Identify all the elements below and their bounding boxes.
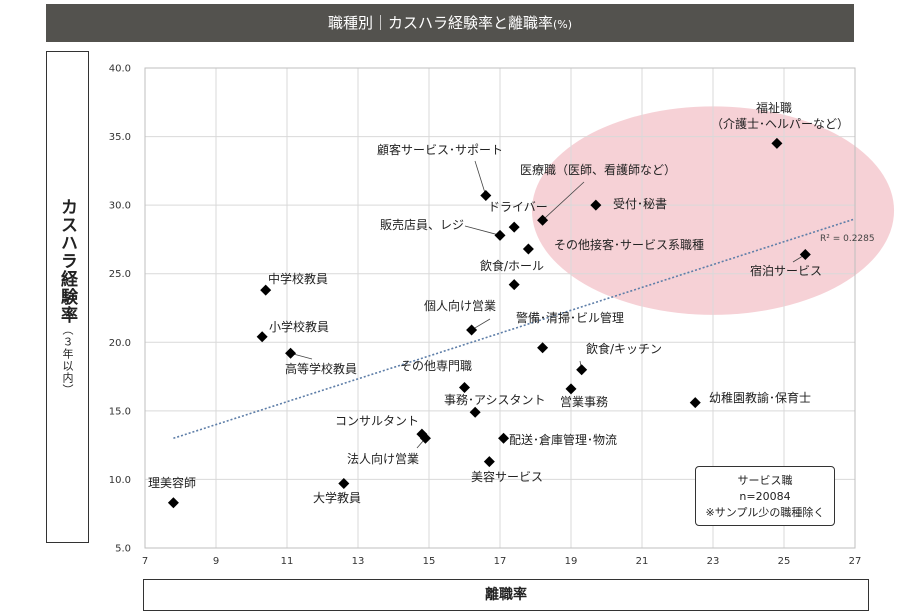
data-point-label: その他専門職 <box>400 359 472 373</box>
data-point <box>256 331 268 343</box>
data-point <box>469 406 481 418</box>
plot-area-border <box>144 67 856 549</box>
data-point-label: 宿泊サービス <box>750 263 822 278</box>
data-point-label: 受付･秘書 <box>613 197 667 211</box>
x-tick-label: 13 <box>352 556 365 567</box>
chart-title-bar: 職種別｜カスハラ経験率と離職率(%) <box>46 4 854 42</box>
data-point <box>338 478 350 490</box>
data-point <box>459 382 470 394</box>
note-line-1: サービス職 <box>737 474 793 487</box>
data-point <box>498 432 510 444</box>
data-point <box>565 383 577 395</box>
x-tick-label: 25 <box>778 556 791 567</box>
y-axis-label: カスハラ経験率（３年以内） <box>55 198 80 396</box>
data-point-label: 大学教員 <box>313 490 361 505</box>
leader-line <box>542 181 585 221</box>
data-point-label: 法人向け営業 <box>347 451 419 466</box>
y-tick-label: 40.0 <box>109 64 131 75</box>
x-tick-label: 7 <box>142 556 148 567</box>
data-point-label: コンサルタント <box>335 414 419 428</box>
data-point <box>508 221 520 233</box>
data-point-label: 医療職（医師、看護師など） <box>520 162 676 177</box>
data-point-label: 中学校教員 <box>268 271 328 286</box>
y-axis-label-box: カスハラ経験率（３年以内） <box>46 51 89 543</box>
data-point-label: 高等学校教員 <box>285 361 357 376</box>
data-point <box>466 324 478 336</box>
x-tick-label: 27 <box>849 556 862 567</box>
data-point-label: 個人向け営業 <box>424 298 496 313</box>
note-line-2: n=20084 <box>739 490 791 503</box>
data-point <box>480 190 492 202</box>
x-axis-label-box: 離職率 <box>143 579 869 611</box>
data-point-label-line2: （介護士･ヘルパーなど） <box>711 116 849 131</box>
y-tick-label: 30.0 <box>109 201 131 212</box>
data-point <box>494 229 506 241</box>
data-point-label: 幼稚園教諭･保育士 <box>709 390 811 405</box>
x-tick-label: 15 <box>423 556 436 567</box>
data-point <box>799 249 811 261</box>
y-tick-label: 35.0 <box>109 132 131 143</box>
x-tick-label: 9 <box>213 556 219 567</box>
y-axis-label-main: カスハラ経験率 <box>57 198 77 324</box>
data-point-label: 飲食/ホール <box>480 258 544 273</box>
data-point-label: その他接客･サービス系職種 <box>554 237 704 252</box>
data-point <box>590 199 602 211</box>
y-tick-label: 15.0 <box>109 406 131 417</box>
data-point-label: 小学校教員 <box>269 319 329 334</box>
data-point <box>771 137 783 149</box>
chart-title: 職種別｜カスハラ経験率と離職率 <box>327 14 553 32</box>
data-point <box>260 284 272 296</box>
chart-title-unit: (%) <box>552 18 573 31</box>
x-tick-label: 11 <box>281 556 294 567</box>
x-tick-label: 19 <box>565 556 578 567</box>
data-point <box>167 497 179 509</box>
data-point <box>576 364 588 376</box>
data-point <box>522 243 534 255</box>
sample-note-box: サービス職 n=20084 ※サンプル少の職種除く <box>695 466 835 526</box>
data-point-label: 販売店員、レジ <box>380 217 464 232</box>
data-point <box>508 279 520 291</box>
x-tick-label: 23 <box>707 556 720 567</box>
data-point-label: 営業事務 <box>560 395 608 409</box>
r-squared-label: R² = 0.2285 <box>820 234 875 244</box>
y-tick-label: 20.0 <box>109 338 131 349</box>
x-tick-label: 17 <box>494 556 507 567</box>
data-point <box>285 347 297 359</box>
y-tick-label: 25.0 <box>109 269 131 280</box>
x-axis-label: 離職率 <box>485 587 527 603</box>
data-point-label: 美容サービス <box>471 469 543 484</box>
data-point-label: ドライバー <box>488 200 548 214</box>
y-tick-label: 5.0 <box>115 544 131 555</box>
data-point-label: 警備･清掃･ビル管理 <box>516 310 624 325</box>
trendline <box>173 218 856 440</box>
data-point-label: 福祉職 <box>756 100 792 115</box>
note-line-3: ※サンプル少の職種除く <box>705 506 825 519</box>
data-point <box>419 432 431 444</box>
data-point-label: 配送･倉庫管理･物流 <box>509 432 617 447</box>
y-axis-label-sub: （３年以内） <box>61 324 74 396</box>
leader-line <box>464 225 501 236</box>
data-point-label: 理美容師 <box>148 475 196 490</box>
data-point-label: 事務･アシスタント <box>444 393 546 407</box>
y-tick-label: 10.0 <box>109 475 131 486</box>
data-point <box>537 214 549 226</box>
x-tick-label: 21 <box>636 556 649 567</box>
data-point <box>483 456 495 468</box>
data-point <box>537 342 549 354</box>
leader-line <box>474 160 487 196</box>
data-point <box>689 397 701 409</box>
data-point-label: 顧客サービス･サポート <box>377 142 503 157</box>
data-point-label: 飲食/キッチン <box>586 341 662 356</box>
